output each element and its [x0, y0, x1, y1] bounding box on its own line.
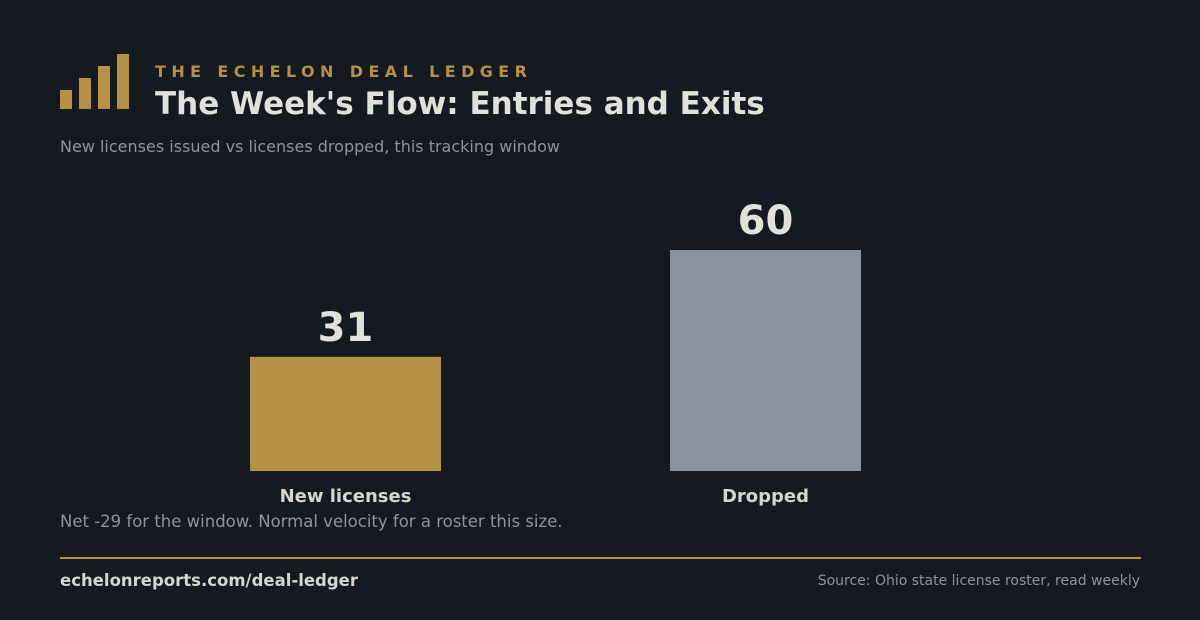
footer-divider: [60, 557, 1141, 559]
footer-url: echelonreports.com/deal-ledger: [60, 571, 359, 590]
bar-dropped: [670, 250, 861, 471]
source-credit: Source: Ohio state license roster, read …: [817, 573, 1140, 589]
publication-kicker: THE ECHELON DEAL LEDGER: [155, 62, 533, 81]
category-label-new-licenses: New licenses: [280, 486, 412, 507]
bar-new-licenses: [250, 356, 441, 471]
chart-note: Net -29 for the window. Normal velocity …: [60, 512, 563, 531]
data-label-dropped: 60: [738, 198, 794, 244]
chart-title: The Week's Flow: Entries and Exits: [155, 86, 765, 122]
bar-chart-logo-icon: [60, 54, 130, 110]
chart-subtitle: New licenses issued vs licenses dropped,…: [60, 137, 560, 156]
category-label-dropped: Dropped: [722, 486, 809, 507]
data-label-new-licenses: 31: [318, 305, 374, 351]
